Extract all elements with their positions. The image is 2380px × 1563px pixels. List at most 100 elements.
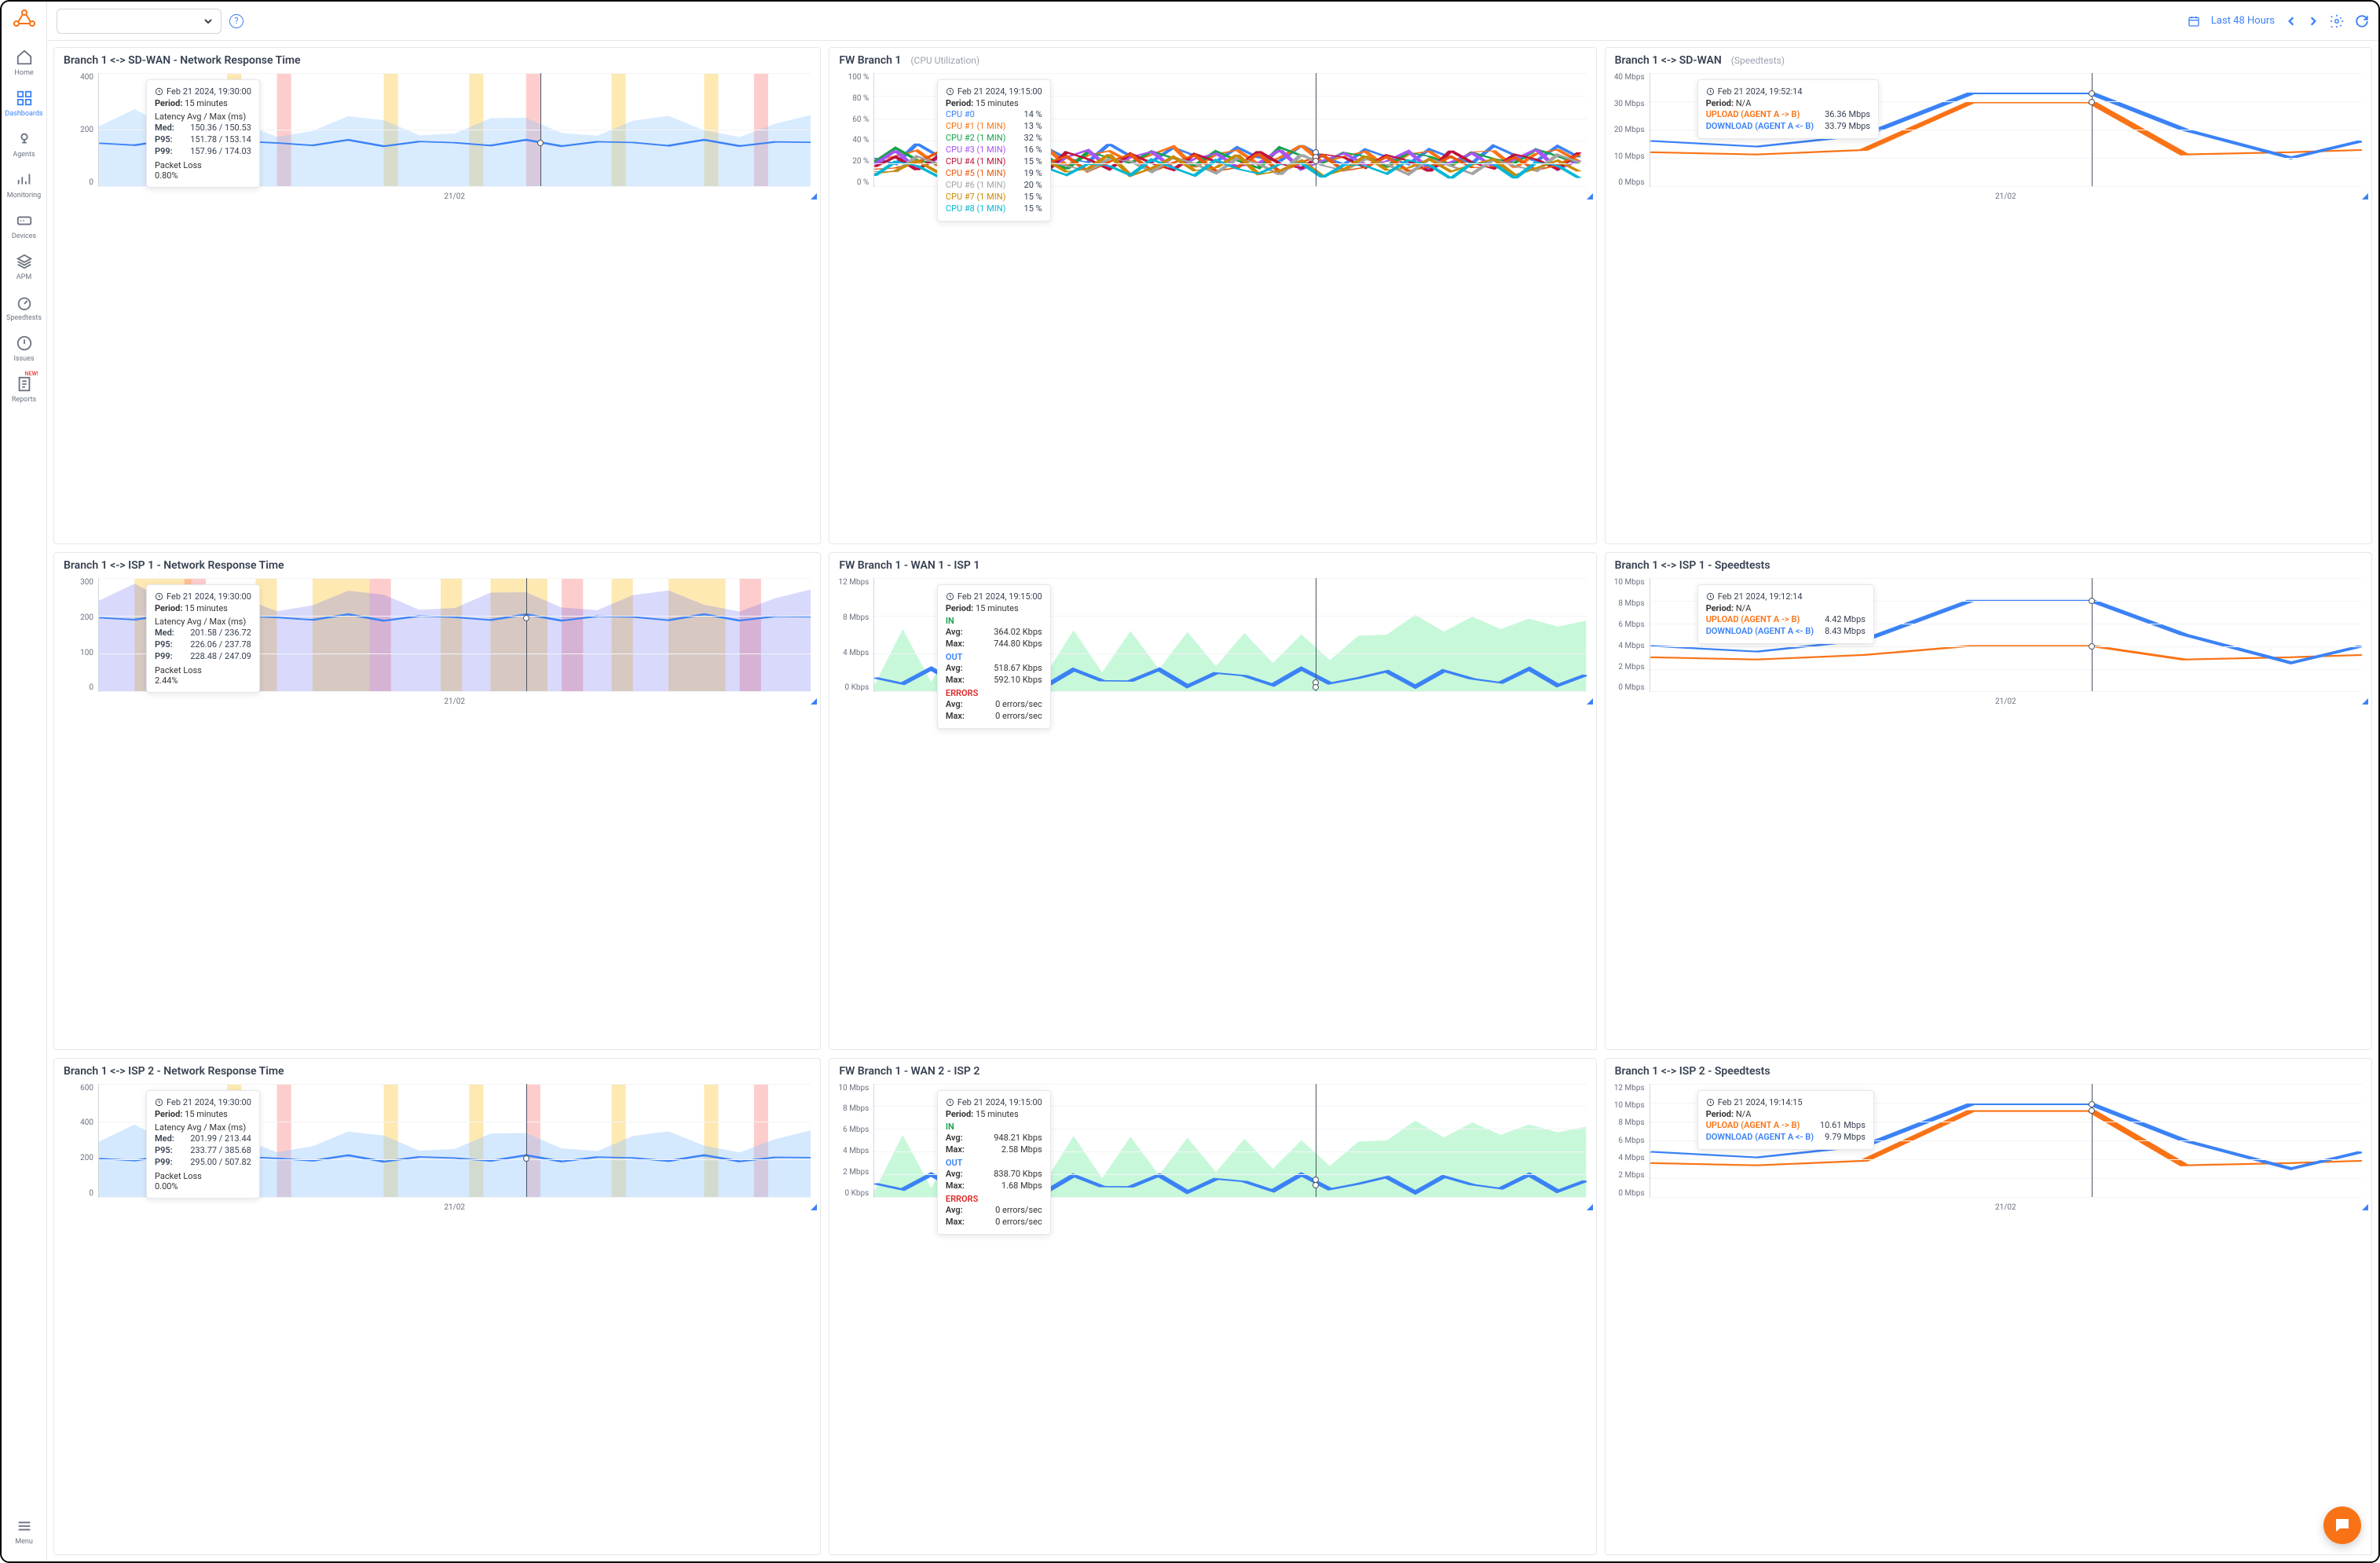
chart-area[interactable]: 12 Mbps10 Mbps8 Mbps6 Mbps4 Mbps2 Mbps0 … (1606, 1084, 2371, 1213)
sidebar-item-devices[interactable]: Devices (5, 206, 42, 247)
calendar-icon[interactable] (2188, 15, 2200, 27)
chart-area[interactable]: 40 Mbps30 Mbps20 Mbps10 Mbps0 Mbps 21/02… (1606, 73, 2371, 203)
chart-area[interactable]: 12 Mbps8 Mbps4 Mbps0 Kbps Feb 21 2024, 1… (829, 578, 1595, 708)
help-icon[interactable]: ? (229, 14, 243, 28)
chart-area[interactable]: 10 Mbps8 Mbps6 Mbps4 Mbps2 Mbps0 Kbps Fe… (829, 1084, 1595, 1213)
chart-area[interactable]: 3002001000 21/02 Feb 21 2024, 19:30:00 P… (54, 578, 820, 708)
sidebar-item-label: APM (16, 273, 31, 281)
chart-tooltip: Feb 21 2024, 19:30:00 Period: 15 minutes… (146, 584, 260, 693)
panel-title: Branch 1 <-> ISP 2 - Network Response Ti… (64, 1065, 284, 1078)
expand-handle[interactable] (811, 1204, 817, 1210)
y-axis: 3002001000 (54, 578, 97, 692)
expand-handle[interactable] (811, 193, 817, 199)
chat-fab[interactable] (2323, 1506, 2361, 1544)
sidebar-item-label: Monitoring (7, 192, 41, 199)
x-axis: 21/02 (98, 192, 811, 201)
refresh-icon[interactable] (2355, 14, 2369, 28)
dashboard-panel: Branch 1 <-> ISP 1 - Network Response Ti… (53, 552, 821, 1049)
new-badge: NEW! (25, 371, 38, 377)
chart-area[interactable]: 10 Mbps8 Mbps6 Mbps4 Mbps2 Mbps0 Mbps 21… (1606, 578, 2371, 708)
sidebar-item-reports[interactable]: NEW! Reports (5, 369, 42, 410)
panel-header: Branch 1 <-> ISP 1 - Network Response Ti… (54, 553, 820, 578)
sidebar-menu-label: Menu (15, 1538, 33, 1546)
chart-area[interactable]: 4002000 21/02 Feb 21 2024, 19:30:00 Peri… (54, 73, 820, 203)
panel-header: FW Branch 1 - WAN 1 - ISP 1 (829, 553, 1595, 578)
chevron-down-icon (203, 16, 213, 26)
panel-title: Branch 1 <-> ISP 2 - Speedtests (1615, 1065, 1770, 1078)
issues-icon (16, 335, 33, 352)
x-axis: 21/02 (1650, 697, 2362, 706)
topbar: ? Last 48 Hours (47, 2, 2378, 41)
panel-header: FW Branch 1 - WAN 2 - ISP 2 (829, 1059, 1595, 1084)
reports-icon (16, 375, 33, 393)
y-axis: 12 Mbps8 Mbps4 Mbps0 Kbps (829, 578, 872, 692)
expand-handle[interactable] (1587, 1204, 1593, 1210)
dashboard-panel: Branch 1 <-> ISP 2 - Network Response Ti… (53, 1058, 821, 1555)
home-icon (16, 49, 33, 66)
prev-button[interactable] (2286, 16, 2297, 27)
panel-header: Branch 1 <-> ISP 2 - Network Response Ti… (54, 1059, 820, 1084)
apm-icon (16, 253, 33, 270)
panel-subtitle: (CPU Utilization) (910, 55, 979, 66)
sidebar-item-dashboards[interactable]: Dashboards (5, 83, 42, 124)
next-button[interactable] (2308, 16, 2319, 27)
sidebar-item-label: Dashboards (5, 110, 42, 118)
y-axis: 40 Mbps30 Mbps20 Mbps10 Mbps0 Mbps (1606, 73, 1648, 187)
dashboard-panel: FW Branch 1 (CPU Utilization) 100 %80 %6… (829, 47, 1596, 544)
sidebar-item-agents[interactable]: Agents (5, 124, 42, 165)
panel-title: Branch 1 <-> ISP 1 - Network Response Ti… (64, 559, 284, 572)
sidebar-item-monitoring[interactable]: Monitoring (5, 165, 42, 206)
dashboard-panel: FW Branch 1 - WAN 1 - ISP 1 12 Mbps8 Mbp… (829, 552, 1596, 1049)
panel-header: Branch 1 <-> SD-WAN - Network Response T… (54, 48, 820, 73)
app-root: Home Dashboards Agents Monitoring Devices APM… (0, 0, 2380, 1563)
panel-header: FW Branch 1 (CPU Utilization) (829, 48, 1595, 73)
sidebar-item-label: Issues (13, 355, 34, 363)
speedtests-icon (16, 294, 33, 311)
sidebar-item-label: Home (14, 69, 33, 77)
devices-icon (16, 212, 33, 229)
y-axis: 10 Mbps8 Mbps6 Mbps4 Mbps2 Mbps0 Kbps (829, 1084, 872, 1198)
sidebar-item-issues[interactable]: Issues (5, 328, 42, 369)
sidebar-menu-button[interactable]: Menu (2, 1511, 46, 1552)
x-axis: 21/02 (98, 697, 811, 706)
dashboard-selector[interactable] (57, 9, 222, 34)
dashboard-panel: Branch 1 <-> SD-WAN (Speedtests) 40 Mbps… (1605, 47, 2372, 544)
settings-icon[interactable] (2330, 14, 2344, 28)
chart-tooltip: Feb 21 2024, 19:12:14 Period: N/A UPLOAD… (1697, 584, 1874, 644)
panel-title: Branch 1 <-> SD-WAN - Network Response T… (64, 54, 301, 67)
dashboard-panel: FW Branch 1 - WAN 2 - ISP 2 10 Mbps8 Mbp… (829, 1058, 1596, 1555)
chart-area[interactable]: 100 %80 %60 %40 %20 %0 % Feb 21 2024, 19… (829, 73, 1595, 203)
y-axis: 4002000 (54, 73, 97, 187)
dashboard-panel: Branch 1 <-> SD-WAN - Network Response T… (53, 47, 821, 544)
sidebar-item-label: Agents (13, 151, 35, 159)
dashboards-icon (16, 90, 33, 107)
sidebar-item-label: Devices (12, 232, 36, 240)
expand-handle[interactable] (1587, 193, 1593, 199)
x-axis: 21/02 (1650, 192, 2362, 201)
expand-handle[interactable] (2362, 1204, 2368, 1210)
y-axis: 10 Mbps8 Mbps6 Mbps4 Mbps2 Mbps0 Mbps (1606, 578, 1648, 692)
dashboard-panel: Branch 1 <-> ISP 1 - Speedtests 10 Mbps8… (1605, 552, 2372, 1049)
chart-tooltip: Feb 21 2024, 19:15:00 Period: 15 minutes… (937, 79, 1051, 221)
sidebar-item-home[interactable]: Home (5, 42, 42, 83)
expand-handle[interactable] (811, 698, 817, 705)
dashboard-grid: Branch 1 <-> SD-WAN - Network Response T… (47, 41, 2378, 1561)
chart-area[interactable]: 6004002000 21/02 Feb 21 2024, 19:30:00 P… (54, 1084, 820, 1213)
y-axis: 12 Mbps10 Mbps8 Mbps6 Mbps4 Mbps2 Mbps0 … (1606, 1084, 1648, 1198)
y-axis: 100 %80 %60 %40 %20 %0 % (829, 73, 872, 187)
expand-handle[interactable] (2362, 193, 2368, 199)
sidebar-item-apm[interactable]: APM (5, 247, 42, 287)
chart-tooltip: Feb 21 2024, 19:52:14 Period: N/A UPLOAD… (1697, 79, 1879, 139)
panel-subtitle: (Speedtests) (1731, 55, 1785, 66)
main-content: ? Last 48 Hours (47, 2, 2378, 1561)
panel-header: Branch 1 <-> SD-WAN (Speedtests) (1606, 48, 2371, 73)
app-logo[interactable] (12, 8, 37, 33)
time-range-label[interactable]: Last 48 Hours (2211, 15, 2275, 27)
expand-handle[interactable] (2362, 698, 2368, 705)
expand-handle[interactable] (1587, 698, 1593, 705)
panel-title: FW Branch 1 - WAN 1 - ISP 1 (839, 559, 979, 572)
chart-tooltip: Feb 21 2024, 19:30:00 Period: 15 minutes… (146, 1090, 260, 1199)
sidebar-item-speedtests[interactable]: Speedtests (5, 287, 42, 328)
sidebar-item-label: Reports (12, 396, 36, 404)
x-axis: 21/02 (1650, 1203, 2362, 1212)
